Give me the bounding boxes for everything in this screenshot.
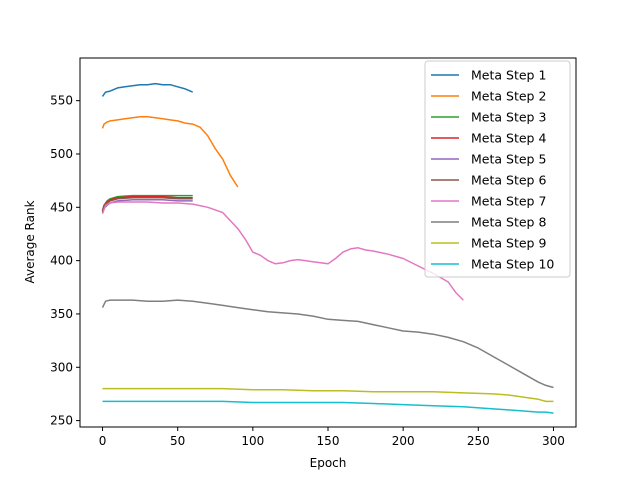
legend-box (424, 60, 571, 278)
y-tick-label: 450 (50, 200, 73, 214)
legend-label-2: Meta Step 2 (471, 89, 546, 104)
y-axis-label: Average Rank (23, 200, 37, 283)
x-tick-label: 150 (317, 434, 340, 448)
legend-label-10: Meta Step 10 (471, 257, 554, 272)
y-axis-ticks: 250 300 350 400 450 500 550 (50, 94, 80, 428)
y-tick-label: 350 (50, 307, 73, 321)
legend-label-1: Meta Step 1 (471, 68, 546, 83)
y-tick-label: 300 (50, 360, 73, 374)
x-axis-ticks: 0 50 100 150 200 250 300 (99, 427, 565, 448)
series-line-8 (101, 299, 554, 389)
legend-label-6: Meta Step 6 (471, 173, 546, 188)
series-line-7 (101, 201, 464, 301)
series-line-1 (101, 82, 193, 97)
plot-lines (101, 82, 554, 414)
legend-label-3: Meta Step 3 (471, 110, 546, 125)
x-tick-label: 250 (467, 434, 490, 448)
x-tick-label: 100 (241, 434, 264, 448)
y-tick-label: 550 (50, 94, 73, 108)
legend-label-7: Meta Step 7 (471, 194, 546, 209)
legend-label-9: Meta Step 9 (471, 236, 546, 251)
x-tick-label: 200 (392, 434, 415, 448)
x-tick-label: 50 (170, 434, 185, 448)
y-tick-label: 250 (50, 414, 73, 428)
legend-label-4: Meta Step 4 (471, 131, 546, 146)
x-tick-label: 300 (542, 434, 565, 448)
y-tick-label: 400 (50, 254, 73, 268)
y-tick-label: 500 (50, 147, 73, 161)
series-line-2 (101, 115, 239, 188)
x-tick-label: 0 (99, 434, 107, 448)
series-line-10 (102, 400, 554, 414)
x-axis-label: Epoch (310, 456, 347, 470)
series-line-9 (102, 387, 554, 403)
legend-label-8: Meta Step 8 (471, 215, 546, 230)
legend: Meta Step 1 Meta Step 2 Meta Step 3 Meta St… (424, 60, 571, 278)
legend-label-5: Meta Step 5 (471, 152, 546, 167)
